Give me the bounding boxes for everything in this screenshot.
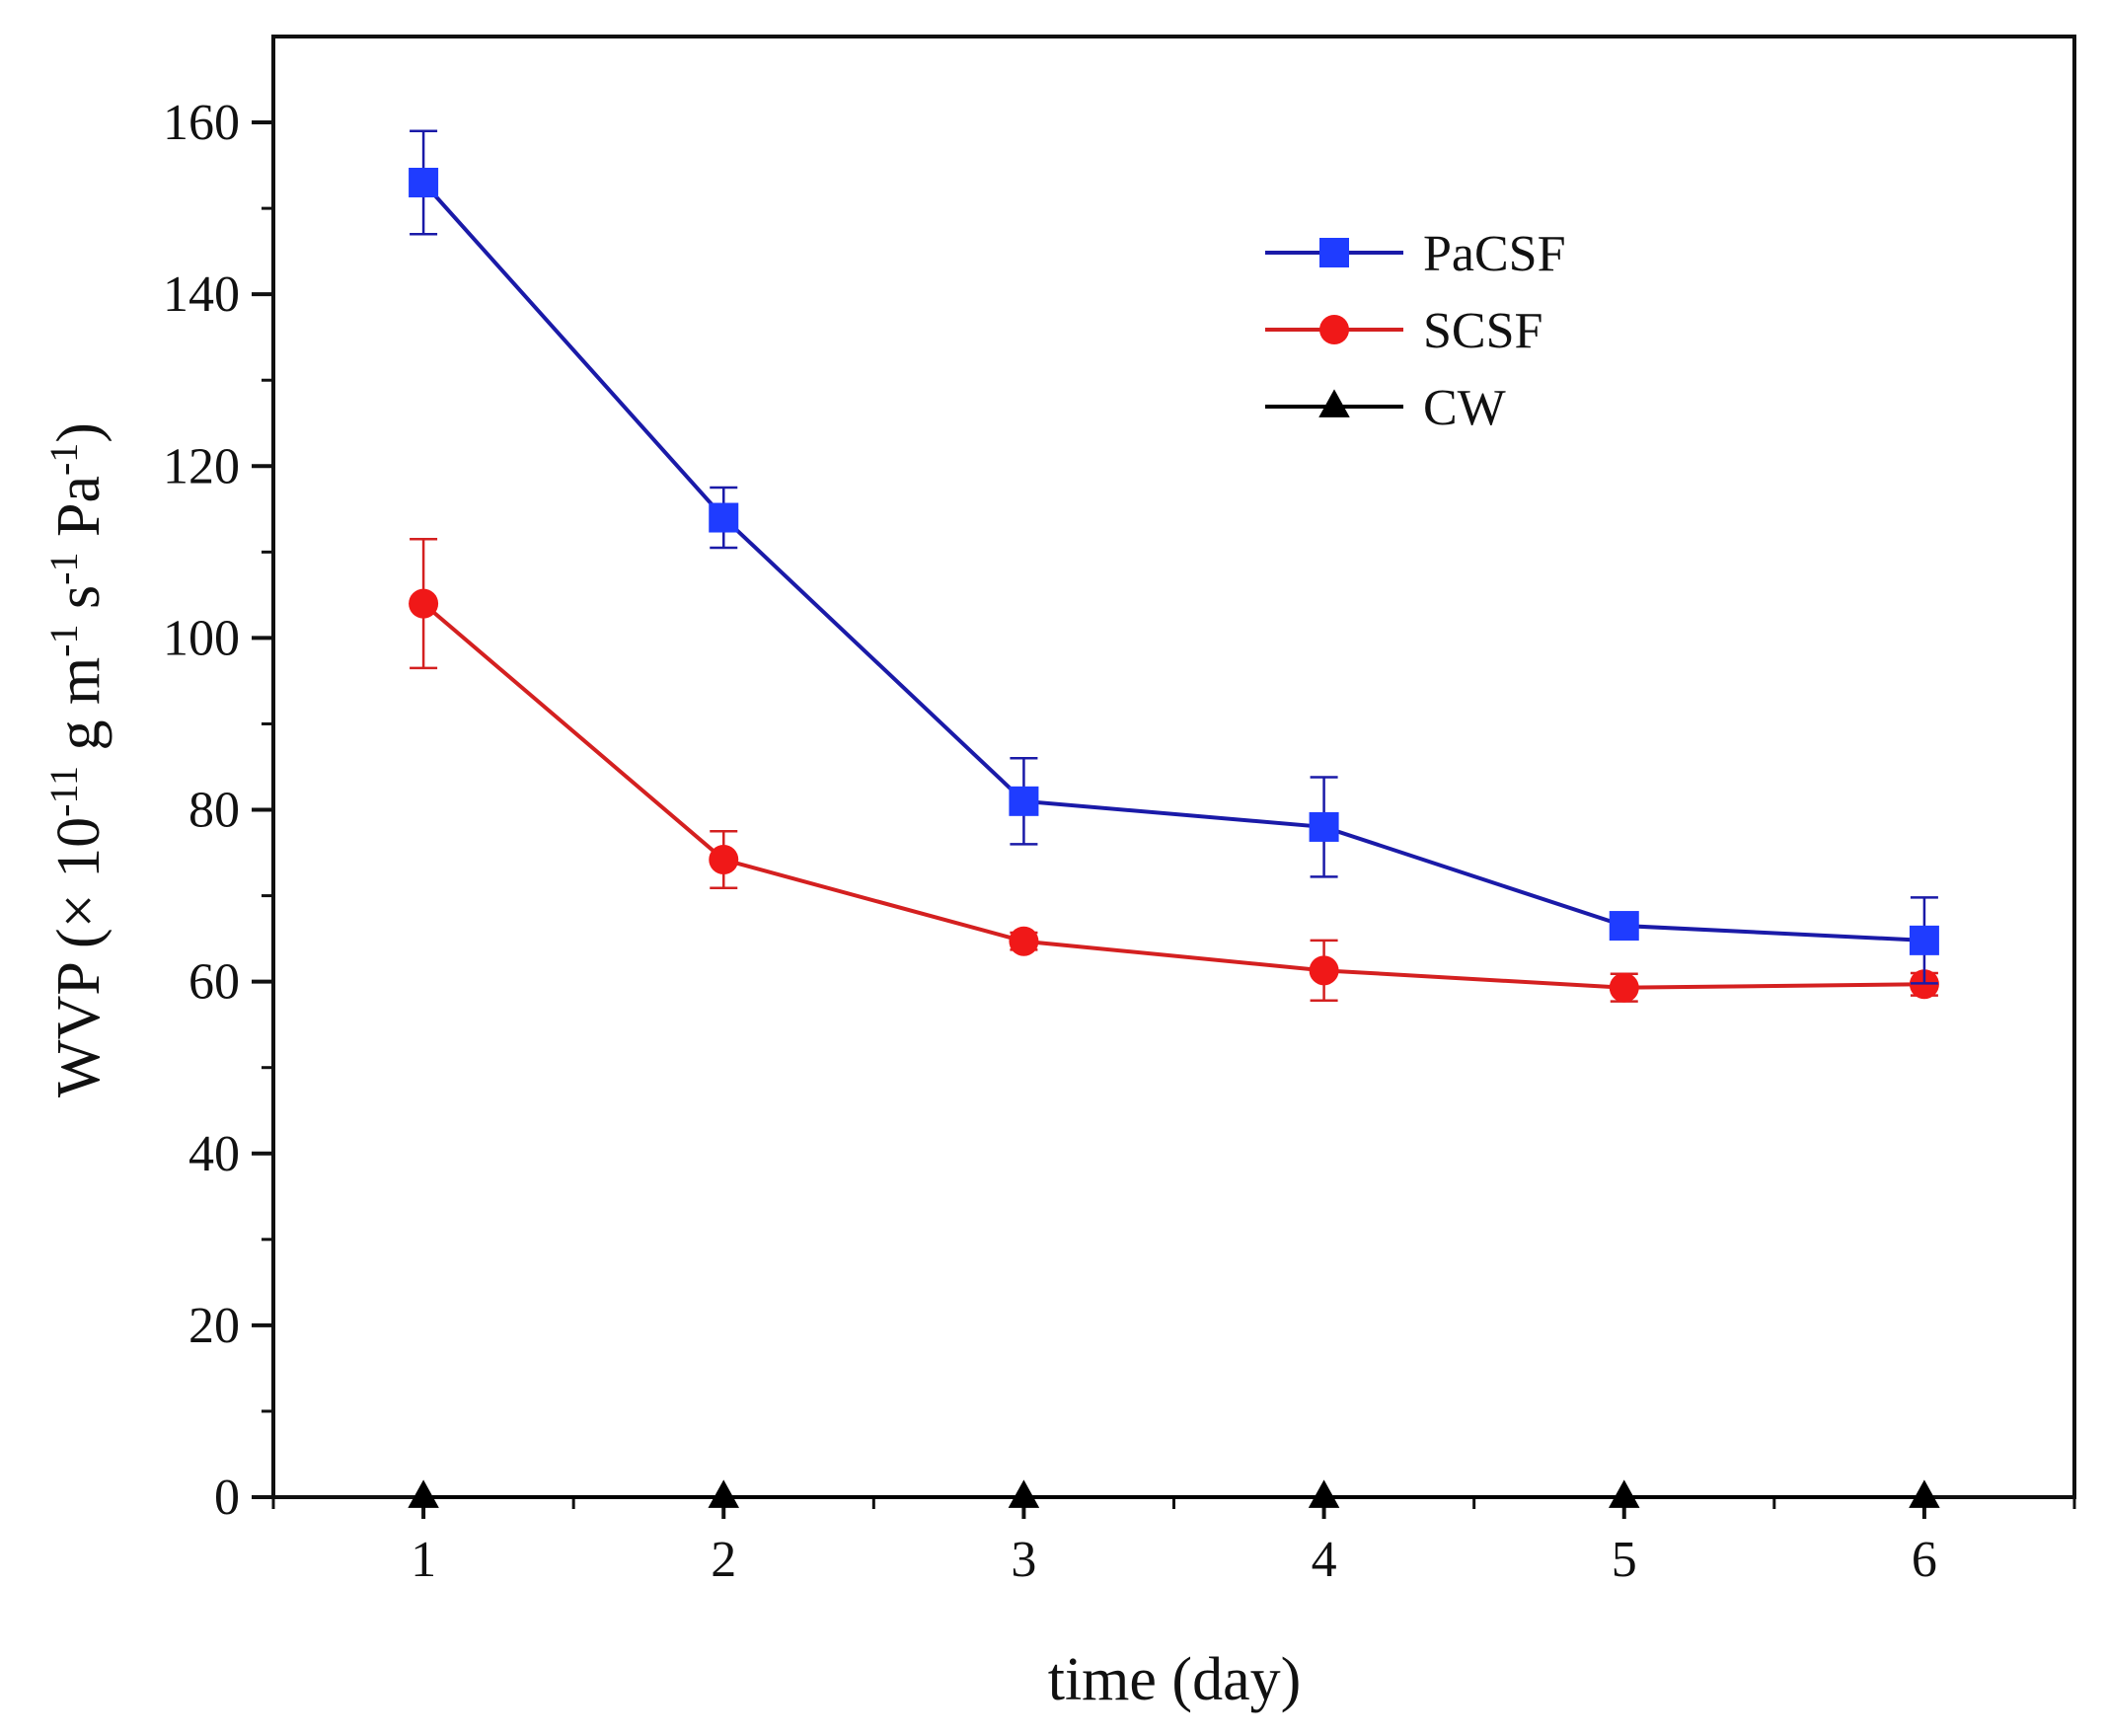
y-tick-label: 80 [188, 783, 240, 839]
y-axis-title-exp4: -1 [41, 443, 86, 476]
series-cw [408, 1479, 1940, 1508]
y-axis-title-exp2: -1 [41, 624, 86, 656]
data-point [1609, 1479, 1640, 1508]
data-point [708, 1479, 739, 1508]
x-tick-label: 2 [711, 1532, 736, 1588]
y-tick-label: 60 [188, 954, 240, 1011]
data-point [1309, 811, 1339, 842]
plot-frame [271, 35, 2076, 1499]
data-point [1309, 955, 1339, 986]
x-axis-ticks: 1 2 3 4 5 6 [271, 1497, 2076, 1588]
y-axis-title: WVP (× 10-11 g m-1 s-1 Pa-1) [41, 422, 113, 1097]
x-tick-label: 6 [1912, 1532, 1937, 1588]
data-point [409, 588, 439, 619]
y-tick-label: 40 [188, 1126, 240, 1182]
legend-label: SCSF [1423, 303, 1542, 359]
data-point [1008, 1479, 1040, 1508]
y-axis-title-mid1: g m [45, 657, 113, 766]
x-tick-label: 1 [411, 1532, 436, 1588]
legend: PaCSF SCSF CW [1265, 226, 1566, 436]
series-scsf [409, 538, 1939, 1003]
data-point [409, 168, 439, 197]
legend-marker [1319, 315, 1349, 344]
y-tick-label: 20 [188, 1298, 240, 1354]
data-point [1009, 786, 1039, 816]
data-point [1909, 1479, 1940, 1508]
series-line [421, 181, 1925, 943]
data-point [1308, 1479, 1340, 1508]
data-point [1009, 926, 1039, 956]
y-axis-title-mid2: s [45, 585, 113, 625]
x-tick-label: 5 [1612, 1532, 1637, 1588]
data-point [1609, 911, 1639, 942]
legend-label: PaCSF [1423, 226, 1566, 282]
y-axis-title-main: WVP (× 10 [45, 817, 113, 1097]
y-tick-label: 140 [163, 266, 240, 323]
series-line [421, 602, 1924, 990]
x-axis-title: time (day) [1048, 1646, 1302, 1713]
y-tick-label: 0 [214, 1470, 240, 1526]
y-axis-title-exp3: -1 [41, 553, 86, 585]
series-pacsf [409, 129, 1939, 985]
series-layer [408, 129, 1940, 1508]
y-tick-label: 160 [163, 95, 240, 151]
y-axis-title-exp1: -11 [41, 766, 86, 817]
legend-label: CW [1423, 380, 1506, 436]
data-point [1909, 925, 1939, 955]
y-axis-title-end: ) [45, 422, 113, 443]
legend-marker [1319, 238, 1349, 267]
x-tick-label: 3 [1011, 1532, 1036, 1588]
legend-marker [1318, 389, 1350, 417]
y-tick-label: 100 [163, 610, 240, 666]
x-tick-label: 4 [1312, 1532, 1337, 1588]
data-point [1609, 972, 1639, 1003]
data-point [408, 1479, 439, 1508]
data-point [709, 845, 739, 875]
data-point [709, 502, 739, 533]
y-axis-ticks: 0 20 40 60 80 100 120 140 160 [163, 95, 273, 1526]
y-tick-label: 120 [163, 438, 240, 494]
y-axis-title-mid3: Pa [45, 476, 113, 553]
